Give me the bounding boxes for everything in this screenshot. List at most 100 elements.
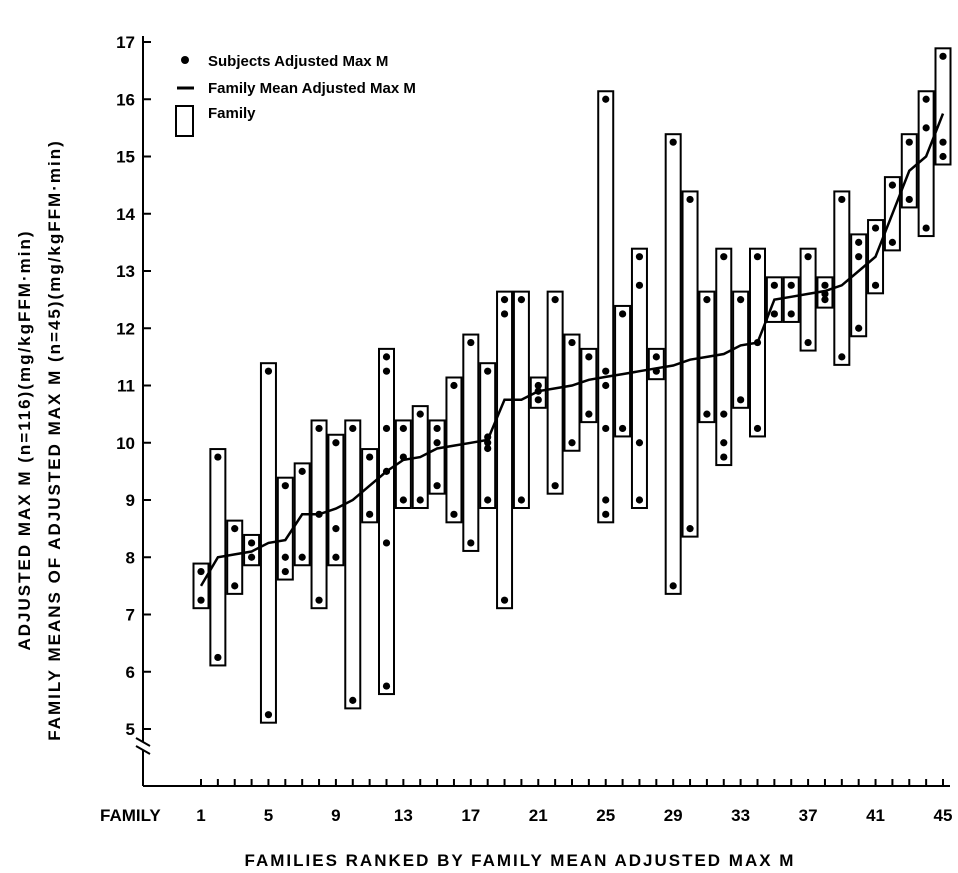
subject-point (602, 496, 610, 504)
family-box (361, 448, 379, 524)
subject-point (467, 338, 475, 347)
subject-point (888, 238, 897, 246)
subject-point (602, 510, 610, 518)
subject-point (787, 281, 795, 289)
subject-point (753, 424, 762, 433)
subject-point (568, 439, 576, 447)
subject-point (871, 281, 880, 289)
x-tick-label: 29 (664, 806, 683, 825)
x-tick-label: 45 (934, 806, 953, 825)
family-box (900, 133, 918, 209)
subject-point (484, 439, 492, 447)
subject-point (382, 353, 391, 361)
x-tick-label: 21 (529, 806, 548, 825)
y-tick-label: 8 (126, 548, 135, 567)
subject-point (939, 152, 947, 161)
family-box (479, 362, 497, 509)
subject-point (635, 253, 644, 261)
family-mean-series (199, 113, 945, 587)
subject-point (247, 553, 256, 561)
x-tick-label: 33 (731, 806, 750, 825)
subject-point (382, 467, 391, 475)
legend-label-family-mean: Family Mean Adjusted Max M (208, 80, 416, 97)
subject-point (635, 281, 644, 289)
subject-point (433, 439, 441, 447)
y-tick-label: 10 (116, 434, 135, 453)
family-box (226, 519, 244, 595)
x-tick-label: 37 (799, 806, 818, 825)
subject-point (500, 596, 509, 604)
y-tick-label: 14 (116, 205, 135, 224)
subject-point (433, 424, 441, 433)
subject-point (366, 510, 374, 518)
subject-point (214, 653, 222, 662)
subject-point (450, 510, 458, 518)
subject-point (922, 124, 930, 132)
subject-point (821, 281, 829, 289)
subject-point (399, 424, 407, 433)
subject-point (231, 582, 239, 590)
subject-point (568, 338, 576, 347)
subject-point (366, 453, 374, 461)
subject-point (298, 467, 306, 475)
subject-point (635, 496, 644, 504)
family-box (715, 247, 733, 467)
subject-point (315, 510, 323, 518)
legend-label-subjects: Subjects Adjusted Max M (208, 53, 388, 70)
subject-point (484, 496, 492, 504)
subject-point (720, 439, 728, 447)
subject-point (551, 482, 559, 490)
subject-point (753, 338, 762, 347)
subject-point (905, 138, 913, 146)
family-box (327, 433, 345, 567)
subject-point (500, 296, 509, 304)
subject-point (669, 582, 677, 590)
family-box (496, 290, 514, 610)
y-tick-label: 16 (116, 90, 135, 109)
y-tick-label: 5 (126, 720, 135, 739)
subject-point (720, 410, 728, 418)
subject-point (922, 224, 930, 232)
x-tick-label: 9 (331, 806, 340, 825)
subject-point (298, 553, 306, 561)
subject-point (484, 444, 492, 453)
subject-point (602, 367, 610, 375)
subject-point (332, 439, 340, 447)
subject-point (500, 310, 509, 318)
subject-point (332, 525, 340, 533)
subject-point (349, 696, 357, 704)
legend: Subjects Adjusted Max M Family Mean Adju… (175, 53, 416, 137)
y-tick-label: 17 (116, 33, 135, 52)
subject-point (737, 396, 745, 404)
subject-point (433, 482, 441, 490)
x-axis-prefix-label: FAMILY (100, 806, 161, 825)
subject-point (922, 95, 930, 103)
x-tick-label: 25 (596, 806, 615, 825)
subject-point (888, 181, 897, 189)
subject-point (416, 410, 424, 418)
subject-point (264, 367, 273, 375)
y-tick-label: 7 (126, 606, 135, 625)
subject-point (534, 381, 542, 390)
subject-point (838, 195, 846, 204)
y-tick-label: 13 (116, 262, 135, 281)
subject-point (467, 539, 475, 547)
family-box (192, 562, 210, 610)
family-box (883, 176, 901, 252)
subject-point (855, 238, 863, 246)
y-tick-label: 9 (126, 491, 135, 510)
family-box (259, 362, 277, 724)
y-tick-label: 11 (117, 377, 135, 396)
family-boxes (192, 47, 952, 724)
x-tick-label: 1 (196, 806, 205, 825)
family-box (344, 419, 362, 710)
subject-point (602, 95, 610, 103)
family-box (276, 476, 294, 581)
subject-point (382, 682, 391, 690)
subject-point (534, 396, 542, 404)
family-box (799, 247, 817, 352)
subject-point (838, 353, 846, 361)
subject-point (686, 195, 694, 204)
